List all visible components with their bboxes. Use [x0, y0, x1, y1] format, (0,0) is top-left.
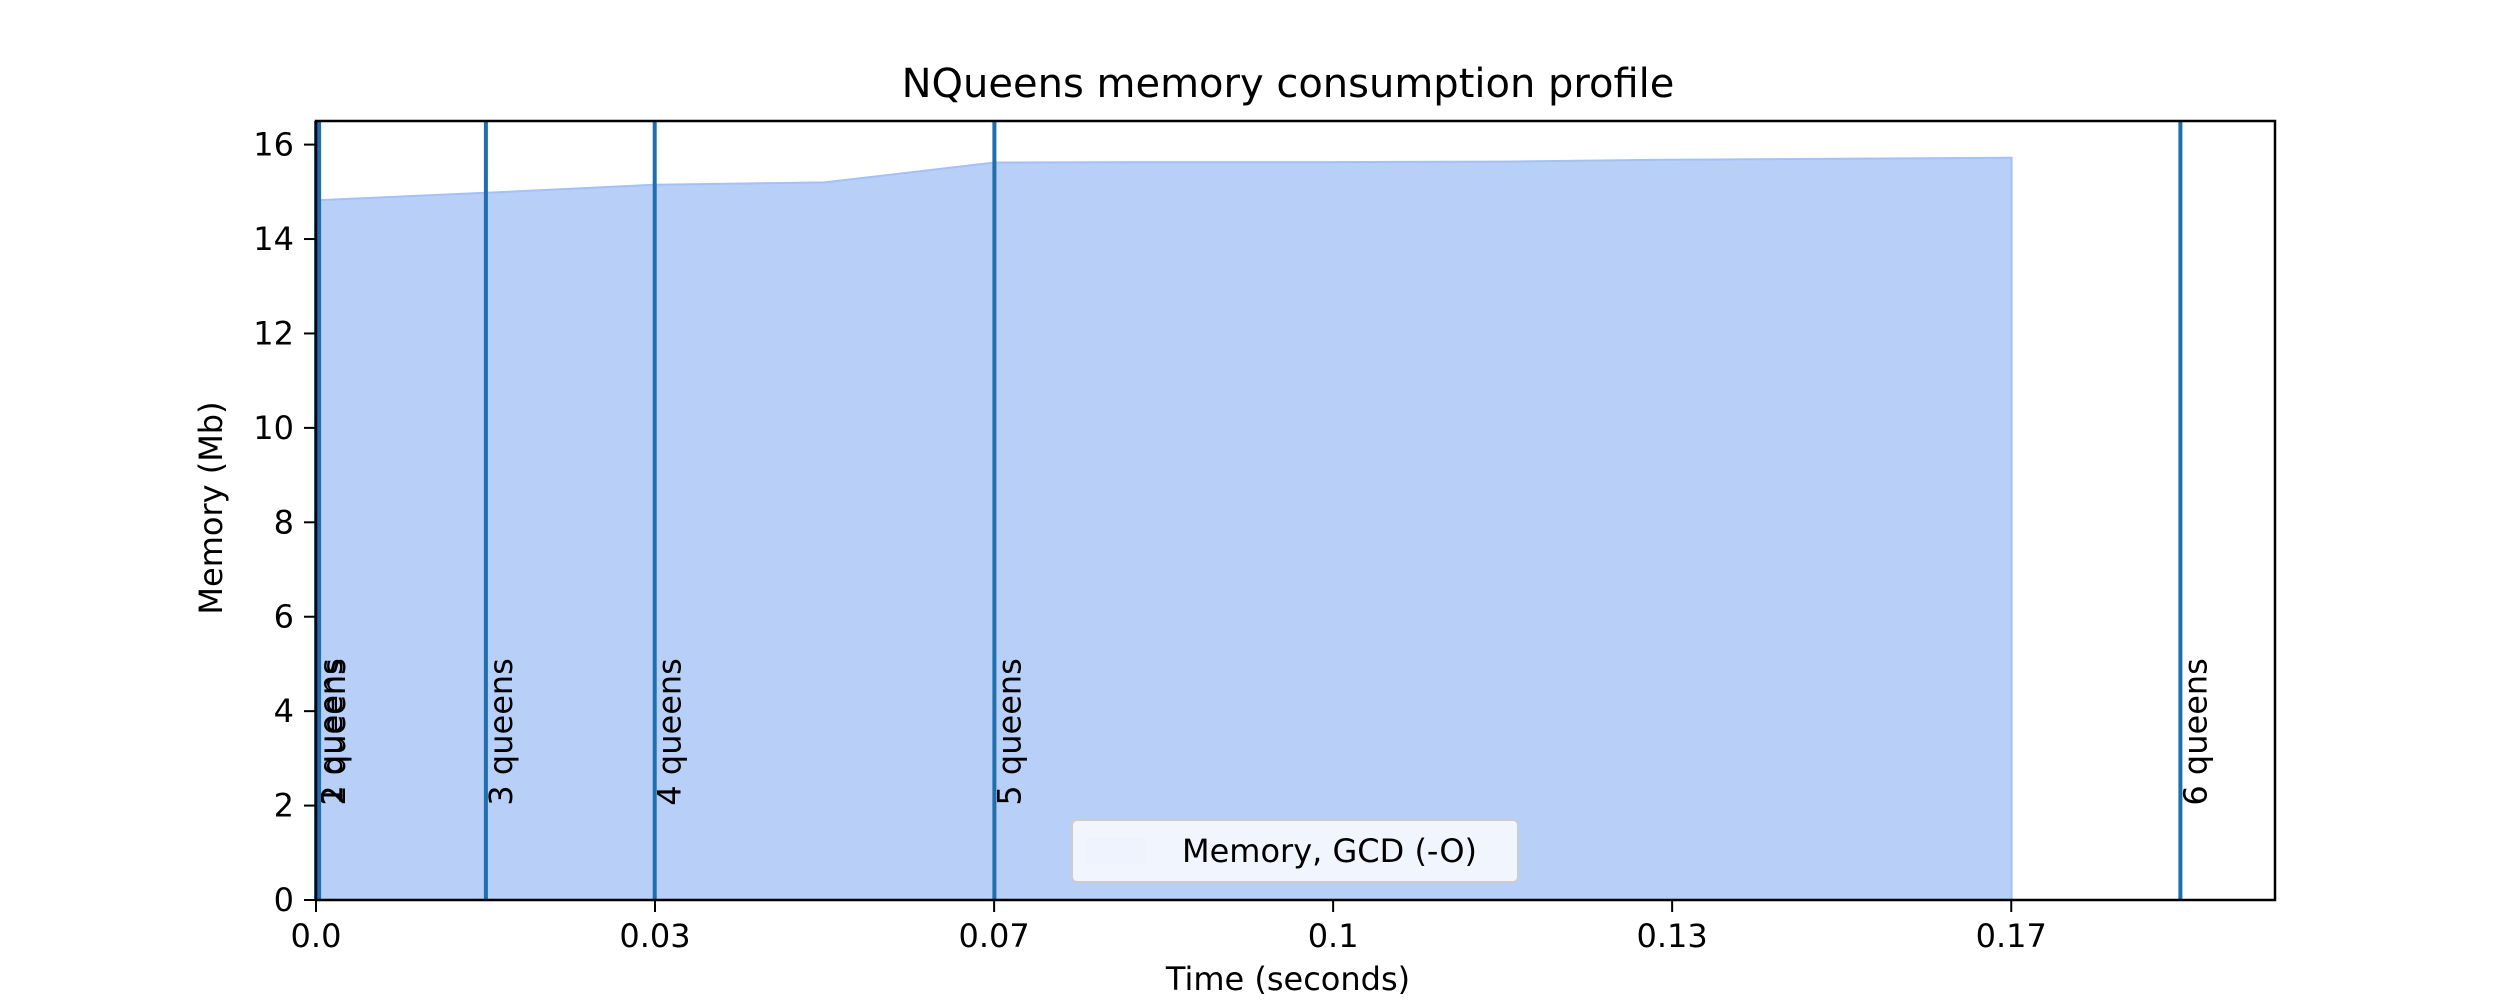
- vline-label-4: 4 queens: [651, 658, 689, 805]
- x-tick-label-0: 0.0: [291, 917, 342, 955]
- vline-label-2: 2 queens: [315, 658, 353, 805]
- y-tick-label-1: 2: [274, 787, 294, 825]
- x-axis-label: Time (seconds): [1165, 960, 1410, 998]
- x-tick-label-1: 0.03: [619, 917, 690, 955]
- x-tick-label-3: 0.1: [1308, 917, 1359, 955]
- vline-label-6: 6 queens: [2176, 658, 2214, 805]
- legend-label: Memory, GCD (-O): [1182, 832, 1477, 870]
- y-tick-label-7: 14: [253, 220, 294, 258]
- legend: Memory, GCD (-O): [1071, 819, 1519, 883]
- legend-box: [1071, 819, 1519, 883]
- legend-swatch: [1086, 838, 1146, 864]
- y-tick-label-0: 0: [274, 881, 294, 919]
- y-tick-label-8: 16: [253, 126, 294, 164]
- chart-title: NQueens memory consumption profile: [902, 61, 1675, 107]
- x-tick-label-2: 0.07: [958, 917, 1029, 955]
- axes-frame: [314, 119, 2277, 902]
- y-tick-label-2: 4: [274, 692, 294, 730]
- x-tick-label-5: 0.17: [1976, 917, 2047, 955]
- y-tick-label-5: 10: [253, 409, 294, 447]
- x-tick-label-4: 0.13: [1637, 917, 1708, 955]
- y-tick-label-4: 8: [274, 503, 294, 541]
- area-series-memory: [315, 156, 2013, 901]
- y-tick-label-3: 6: [274, 598, 294, 636]
- y-axis-label: Memory (Mb): [192, 401, 230, 614]
- y-tick-label-6: 12: [253, 314, 294, 352]
- vline-label-5: 5 queens: [990, 658, 1028, 805]
- vline-label-3: 3 queens: [482, 658, 520, 805]
